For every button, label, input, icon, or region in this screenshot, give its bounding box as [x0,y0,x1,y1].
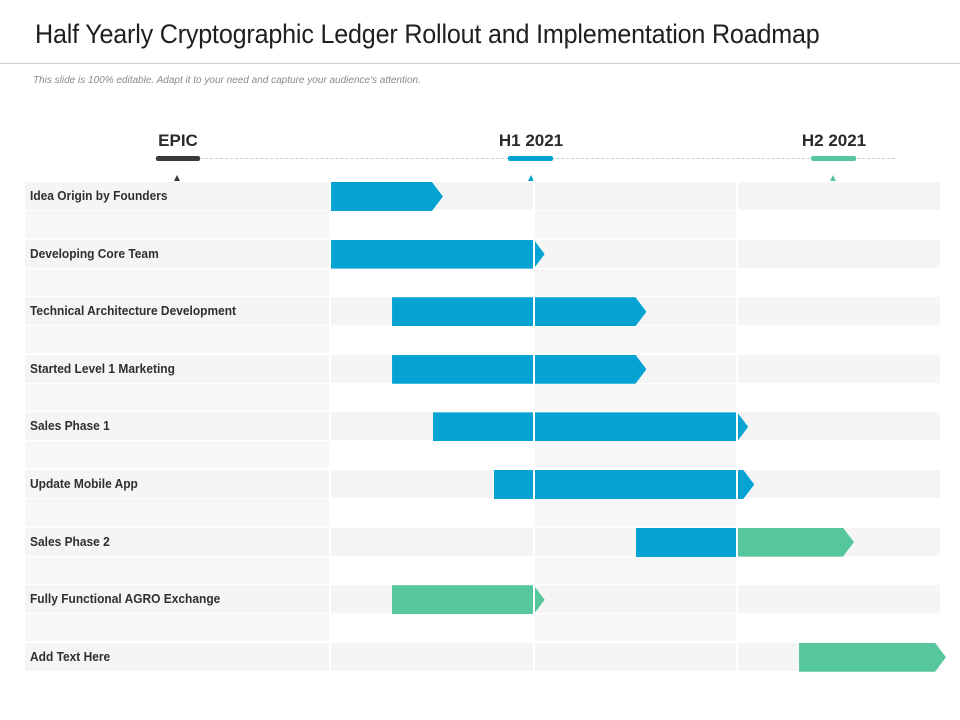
row-timeline-band [738,354,940,383]
row-label-band [25,470,329,498]
task-bar [331,240,545,269]
row-timeline-band [534,239,736,268]
task-bar [799,643,946,672]
row-timeline-band [738,297,940,326]
task-label: Sales Phase 2 [30,533,110,549]
row-timeline-band [738,470,940,498]
row-timeline-band [738,182,940,210]
row-timeline-band [534,585,736,614]
row-spacer-band [534,499,736,526]
row-label-band [25,585,329,614]
row-timeline-band [534,642,736,671]
task-bar [738,528,854,557]
row-label-band [25,297,329,326]
task-bar [433,412,748,441]
row-timeline-band [738,412,940,441]
column-header-h2: H2 2021 [801,131,867,150]
row-label-band [25,412,329,441]
row-spacer-band [25,326,329,354]
h1-marker-icon [528,175,534,181]
task-label: Sales Phase 1 [30,418,110,434]
column-header-h1: H1 2021 [498,131,564,150]
row-spacer-band [534,614,736,642]
slide-subtitle: This slide is 100% editable. Adapt it to… [33,75,421,86]
task-bar [494,470,754,499]
task-label: Add Text Here [30,648,111,664]
row-timeline-band [331,527,533,556]
row-label-band [25,182,329,210]
task-label: Developing Core Team [30,245,159,261]
task-label: Idea Origin by Founders [30,188,168,203]
column-header-epic: EPIC [158,131,198,150]
column-divider [532,180,535,672]
task-label: Technical Architecture Development [30,303,237,319]
task-bar [392,355,646,384]
h2-header-bar [811,156,856,161]
row-spacer-band [25,441,329,469]
row-spacer-band [534,556,736,584]
row-label-band [25,642,329,671]
row-label-band [25,527,329,556]
task-label: Fully Functional AGRO Exchange [30,591,221,607]
task-label: Update Mobile App [30,476,138,491]
row-timeline-band [738,585,940,614]
row-timeline-band [738,239,940,268]
row-label-band [25,354,329,383]
row-spacer-band [25,211,329,238]
task-bar [636,527,738,557]
row-spacer-band [534,211,736,238]
epic-marker-icon [174,175,180,181]
task-label: Started Level 1 Marketing [30,360,175,376]
row-timeline-band [331,642,533,671]
h2-marker-icon [830,175,836,181]
row-spacer-band [25,499,329,526]
task-bar [331,182,443,211]
row-spacer-band [534,383,736,411]
epic-header-bar [156,156,200,161]
row-spacer-band [534,441,736,469]
row-spacer-band [25,268,329,296]
row-timeline-band [534,182,736,210]
row-label-band [25,239,329,268]
row-spacer-band [25,556,329,584]
row-spacer-band [534,268,736,296]
title-divider [0,63,960,64]
row-spacer-band [25,614,329,642]
column-divider [736,180,738,672]
h1-header-bar [508,156,553,161]
slide-title: Half Yearly Cryptographic Ledger Rollout… [35,19,820,49]
task-bar [392,297,646,326]
row-spacer-band [534,326,736,354]
task-bar [392,585,545,614]
row-spacer-band [25,383,329,411]
